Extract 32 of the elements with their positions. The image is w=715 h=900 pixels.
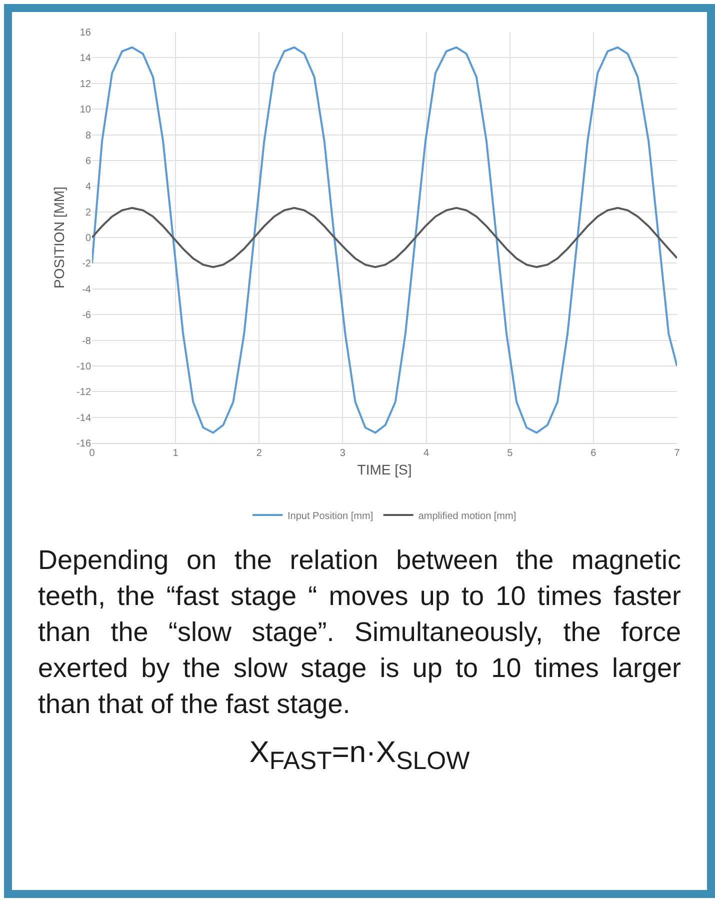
y-tick-label: 12 xyxy=(80,78,92,90)
y-tick-label: 10 xyxy=(80,104,92,116)
y-tick-label: -2 xyxy=(82,258,92,270)
y-tick-label: 4 xyxy=(85,182,92,193)
y-tick-label: 2 xyxy=(85,207,92,218)
y-tick-label: -12 xyxy=(76,387,92,398)
line-series xyxy=(92,46,677,434)
legend-label: Input Position [mm] xyxy=(288,510,374,522)
text: X$_{FAST}$=n·X$_{SLOW}$ xyxy=(248,736,471,776)
y-tick-label: -14 xyxy=(76,412,92,424)
x-tick-label: 1 xyxy=(172,448,179,459)
y-tick-label: -10 xyxy=(76,361,92,372)
text: Depending on the relation between the magnetic teeth, the “fast stage “ moves up to 10 times faster than the “slow stage”. Simultaneously, the force exerted by the slow stage is up to 10 times larger than that of the fast stage. xyxy=(38,544,681,721)
y-tick-label: 16 xyxy=(80,28,92,38)
x-tick-label: 2 xyxy=(256,448,262,459)
y-tick-label: -6 xyxy=(82,310,92,322)
y-tick-label: -16 xyxy=(76,438,92,450)
y-tick-label: 8 xyxy=(85,130,92,142)
x-axis-title: TIME [S] xyxy=(357,461,412,478)
x-tick-label: 3 xyxy=(340,448,346,459)
y-tick-label: 14 xyxy=(80,53,92,64)
y-tick-label: -8 xyxy=(82,336,92,347)
legend-label: amplified motion [mm] xyxy=(418,510,516,522)
y-tick-label: 0 xyxy=(85,233,92,244)
x-tick-label: 7 xyxy=(674,448,680,459)
y-tick-label: 6 xyxy=(85,156,92,167)
y-axis-title: POSITION [MM] xyxy=(51,186,68,288)
x-tick-label: 4 xyxy=(424,448,430,459)
line-series xyxy=(92,206,677,268)
x-tick-label: 6 xyxy=(590,448,597,459)
y-tick-label: -4 xyxy=(82,284,92,296)
x-tick-label: 5 xyxy=(507,448,514,459)
